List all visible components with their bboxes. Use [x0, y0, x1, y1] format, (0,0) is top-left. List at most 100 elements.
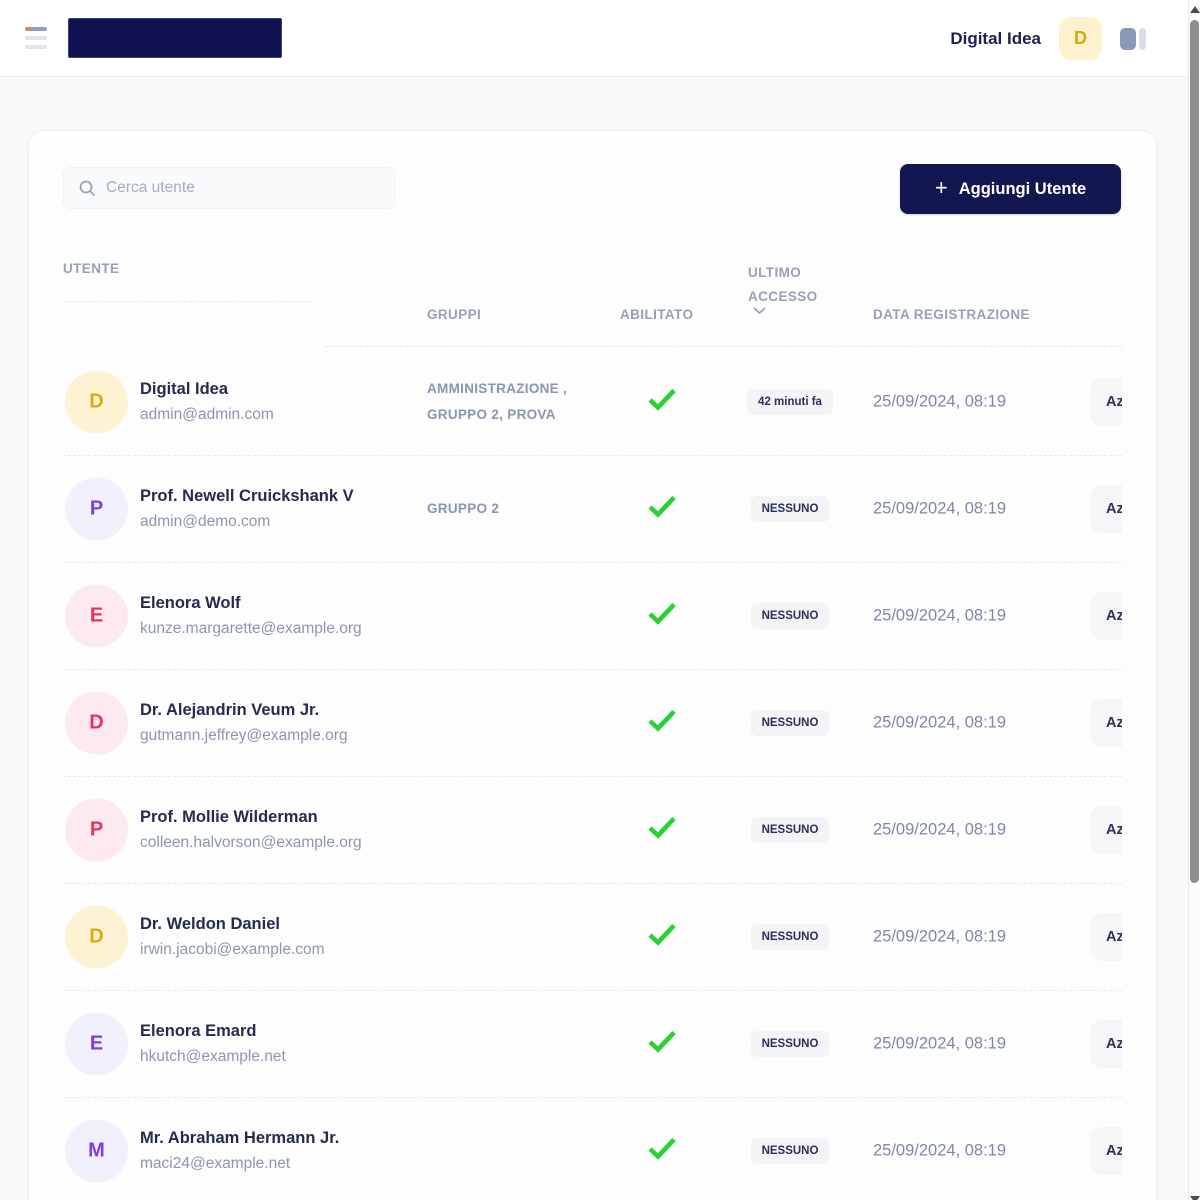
check-icon	[647, 708, 677, 738]
user-email: gutmann.jeffrey@example.org	[140, 727, 348, 744]
registration-date: 25/09/2024, 08:19	[873, 499, 1007, 518]
app-logo[interactable]	[68, 18, 282, 58]
registration-date: 25/09/2024, 08:19	[873, 820, 1007, 839]
registration-date: 25/09/2024, 08:19	[873, 713, 1007, 732]
last-access-cell: NESSUNO	[730, 1138, 850, 1164]
user-email: hkutch@example.net	[140, 1048, 286, 1065]
table-row: D Dr. Weldon Daniel irwin.jacobi@example…	[63, 884, 1122, 991]
column-header-gruppi[interactable]: GRUPPI	[427, 307, 482, 322]
add-user-label: Aggiungi Utente	[958, 179, 1087, 198]
scroll-up-icon[interactable]	[1190, 6, 1200, 13]
user-email: irwin.jacobi@example.com	[140, 941, 325, 958]
search-input[interactable]	[96, 179, 394, 197]
row-actions-button[interactable]: Az	[1090, 699, 1122, 747]
hamburger-bar	[25, 45, 47, 49]
row-actions-button[interactable]: Az	[1090, 913, 1122, 961]
hamburger-bar	[25, 36, 47, 40]
check-icon	[647, 922, 677, 952]
user-name: Dr. Weldon Daniel	[140, 915, 280, 933]
row-actions-button[interactable]: Az	[1090, 1127, 1122, 1175]
table-row: M Mr. Abraham Hermann Jr. maci24@example…	[63, 1098, 1122, 1200]
user-name: Mr. Abraham Hermann Jr.	[140, 1129, 340, 1147]
avatar: E	[65, 584, 128, 648]
last-access-badge: NESSUNO	[750, 710, 830, 736]
row-actions-button[interactable]: Az	[1090, 1020, 1122, 1068]
user-cell: Elenora Emard hkutch@example.net	[140, 1022, 286, 1066]
registration-date: 25/09/2024, 08:19	[873, 1034, 1007, 1053]
user-name: Elenora Emard	[140, 1022, 257, 1040]
user-name: Digital Idea	[140, 380, 229, 398]
last-access-badge: NESSUNO	[750, 603, 830, 629]
user-email: colleen.halvorson@example.org	[140, 834, 362, 851]
search-icon	[79, 180, 95, 196]
panel-right-shape	[1139, 27, 1146, 50]
hamburger-bar	[25, 27, 47, 31]
table-row: P Prof. Newell Cruickshank V admin@demo.…	[63, 456, 1122, 563]
avatar: D	[65, 691, 128, 755]
registration-date: 25/09/2024, 08:19	[873, 392, 1007, 411]
column-header-ultimo-accesso[interactable]: ULTIMO ACCESSO	[748, 265, 818, 304]
user-cell: Mr. Abraham Hermann Jr. maci24@example.n…	[140, 1129, 339, 1173]
user-email: kunze.margarette@example.org	[140, 620, 362, 637]
user-groups: AMMINISTRAZIONE , GRUPPO 2, PROVA	[427, 381, 568, 422]
header-divider	[63, 301, 313, 302]
row-actions-button[interactable]: Az	[1090, 485, 1122, 533]
avatar: D	[65, 370, 128, 434]
users-card	[28, 130, 1157, 1200]
check-icon	[647, 387, 677, 417]
user-email: admin@admin.com	[140, 406, 274, 423]
user-cell: Digital Idea admin@admin.com	[140, 380, 274, 424]
column-header-abilitato[interactable]: ABILITATO	[620, 307, 694, 322]
table-row: D Digital Idea admin@admin.com AMMINISTR…	[63, 349, 1122, 456]
column-header-utente[interactable]: UTENTE	[63, 261, 120, 276]
avatar: P	[65, 477, 128, 541]
registration-date: 25/09/2024, 08:19	[873, 1141, 1007, 1160]
plus-icon: +	[934, 175, 948, 200]
check-icon	[647, 1029, 677, 1059]
last-access-cell: NESSUNO	[730, 603, 850, 629]
avatar: M	[65, 1119, 128, 1183]
last-access-badge: NESSUNO	[750, 1031, 830, 1057]
last-access-cell: NESSUNO	[730, 710, 850, 736]
user-name: Prof. Mollie Wilderman	[140, 808, 318, 826]
current-user-name: Digital Idea	[950, 28, 1041, 48]
add-user-button[interactable]: + Aggiungi Utente	[900, 164, 1121, 214]
last-access-badge: NESSUNO	[750, 817, 830, 843]
avatar: P	[65, 798, 128, 862]
row-actions-button[interactable]: Az	[1090, 806, 1122, 854]
hamburger-menu-icon[interactable]	[25, 27, 47, 49]
panel-left-shape	[1120, 27, 1136, 50]
panels-icon[interactable]	[1120, 27, 1146, 50]
row-actions-button[interactable]: Az	[1090, 378, 1122, 426]
table-row: E Elenora Emard hkutch@example.net NESSU…	[63, 991, 1122, 1098]
last-access-badge: NESSUNO	[750, 496, 830, 522]
topbar: Digital Idea D	[0, 0, 1188, 77]
vertical-scrollbar[interactable]	[1188, 0, 1200, 1200]
user-name: Elenora Wolf	[140, 594, 241, 612]
last-access-cell: NESSUNO	[730, 1031, 850, 1057]
table-row: D Dr. Alejandrin Veum Jr. gutmann.jeffre…	[63, 670, 1122, 777]
header-divider	[325, 346, 1122, 347]
last-access-cell: NESSUNO	[730, 924, 850, 950]
table-row: P Prof. Mollie Wilderman colleen.halvors…	[63, 777, 1122, 884]
avatar: D	[65, 905, 128, 969]
scrollbar-thumb[interactable]	[1190, 20, 1199, 883]
search-input-wrapper	[63, 167, 395, 209]
last-access-badge: 42 minuti fa	[747, 389, 833, 415]
user-email: admin@demo.com	[140, 513, 271, 530]
user-avatar[interactable]: D	[1059, 17, 1102, 60]
user-table-body: D Digital Idea admin@admin.com AMMINISTR…	[63, 349, 1122, 1200]
user-cell: Dr. Weldon Daniel irwin.jacobi@example.c…	[140, 915, 325, 959]
registration-date: 25/09/2024, 08:19	[873, 606, 1007, 625]
column-header-data-registrazione[interactable]: DATA REGISTRAZIONE	[873, 307, 1030, 322]
user-cell: Prof. Mollie Wilderman colleen.halvorson…	[140, 808, 362, 852]
row-actions-button[interactable]: Az	[1090, 592, 1122, 640]
last-access-cell: 42 minuti fa	[730, 389, 850, 415]
scroll-down-icon[interactable]	[1190, 1196, 1200, 1200]
last-access-badge: NESSUNO	[750, 924, 830, 950]
user-groups: GRUPPO 2	[427, 501, 500, 516]
chevron-down-icon[interactable]	[753, 303, 766, 318]
check-icon	[647, 1136, 677, 1166]
registration-date: 25/09/2024, 08:19	[873, 927, 1007, 946]
user-email: maci24@example.net	[140, 1155, 291, 1172]
